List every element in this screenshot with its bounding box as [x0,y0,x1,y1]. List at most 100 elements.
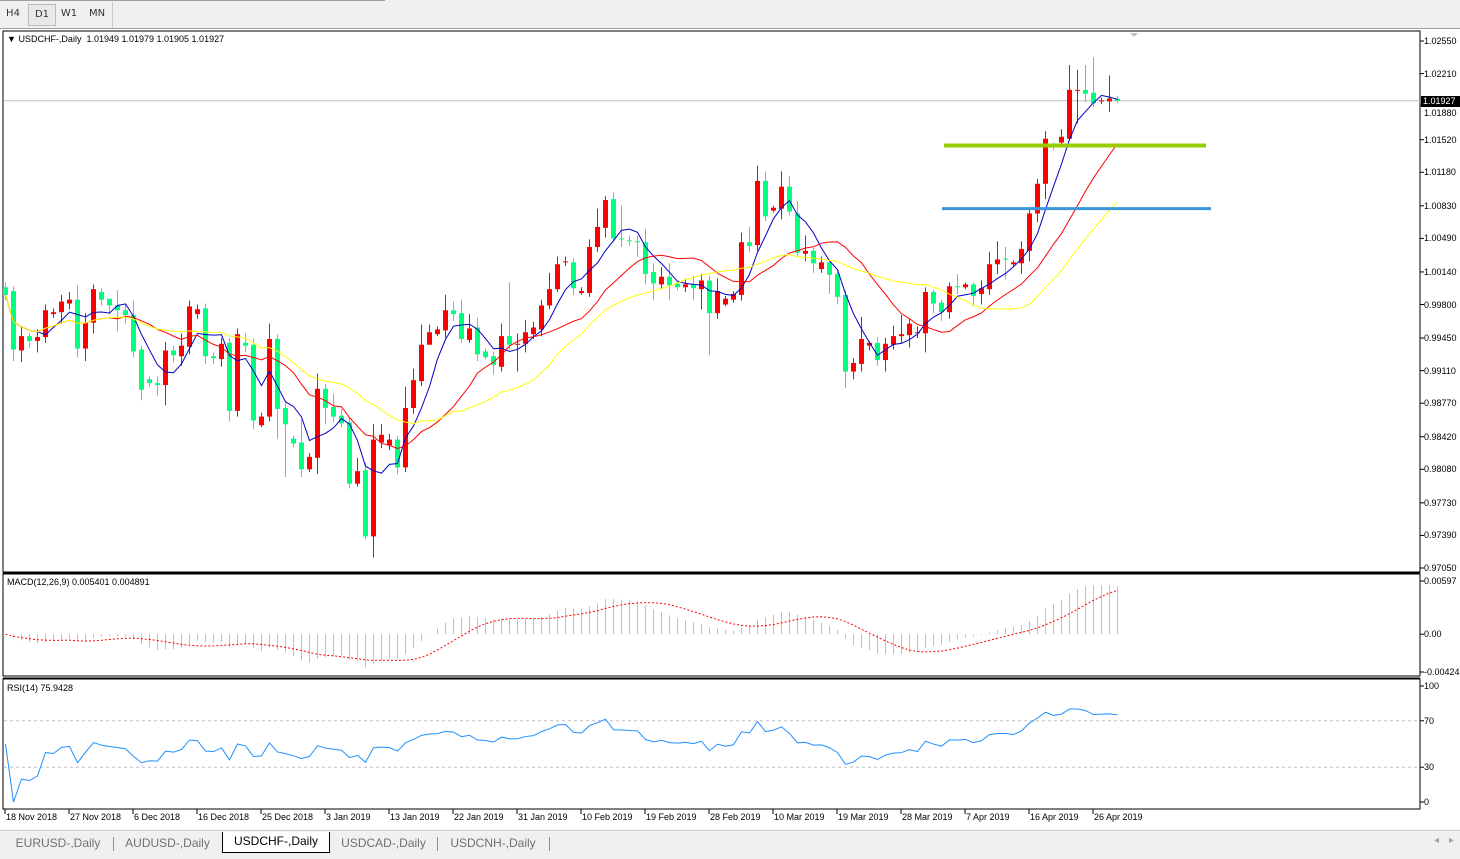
candle-body [883,343,888,361]
tab-usdchf[interactable]: USDCHF-,Daily [222,832,330,853]
candle-body [27,336,32,341]
candle-body [99,292,104,300]
candle-body [755,180,760,246]
price-axis-label: 1.02550 [1424,36,1457,46]
candle-body [19,336,24,351]
toolbar-separator [112,2,113,28]
timeframe-w1-button[interactable]: W1 [60,8,78,19]
candle-body [555,264,560,290]
candle-body [123,310,128,316]
candle-body [187,306,192,347]
candle-body [1067,89,1072,139]
candle-body [635,241,640,243]
candle-body [651,271,656,284]
price-axis-label: 1.01180 [1424,167,1456,178]
tab-usdcnh[interactable]: USDCNH-,Daily [450,836,536,850]
time-axis-label: 16 Apr 2019 [1030,812,1079,822]
candle-body [419,344,424,382]
rsi-line [5,708,1118,803]
candle-body [675,283,680,288]
candle-body [195,309,200,315]
candle-body [939,302,944,313]
candle-body [235,334,240,411]
scroll-right-icon[interactable]: ▸ [1449,835,1455,846]
candle-body [539,305,544,330]
tab-audusd[interactable]: AUDUSD-,Daily [125,836,210,850]
price-axis-label: 0.97730 [1424,497,1457,508]
candle-body [131,315,136,352]
scroll-left-icon[interactable]: ◂ [1434,835,1440,846]
price-axis-label: 0.98770 [1424,398,1457,409]
price-axis-label: 1.01520 [1424,134,1457,145]
ohlc-values: 1.01949 1.01979 1.01905 1.01927 [86,34,225,44]
time-axis-label: 31 Jan 2019 [518,812,568,822]
candle-body [395,439,400,468]
candle-body [291,438,296,444]
candle-body [475,327,480,355]
timeframe-mn-button[interactable]: MN [88,8,106,19]
candle-body [875,342,880,361]
candle-body [11,291,16,350]
candle-body [459,313,464,339]
candle-body [659,276,664,285]
time-axis-label: 22 Jan 2019 [454,812,504,822]
price-axis-label: 1.00490 [1424,233,1457,244]
ma-slow-line [5,201,1118,425]
candle-body [1099,100,1104,102]
candle-body [619,238,624,240]
tab-separator [113,837,114,851]
macd-axis-label: 0.00597 [1424,576,1457,586]
chart-tabs-bar: EURUSD-,Daily AUDUSD-,Daily USDCHF-,Dail… [0,830,1460,859]
candle-body [411,380,416,408]
candle-body [787,186,792,212]
ma-mid-line [5,143,1118,450]
candle-body [147,379,152,384]
candle-body [83,322,88,349]
candle-body [971,284,976,296]
candle-body [387,439,392,446]
candle-body [1035,183,1040,214]
tab-eurusd[interactable]: EURUSD-,Daily [15,836,101,850]
candle-body [803,250,808,254]
collapse-triangle-icon[interactable]: ▼ [7,34,16,44]
time-axis-label: 18 Nov 2018 [6,812,58,822]
time-axis-label: 28 Mar 2019 [902,812,953,822]
chart-shift-marker-icon [1130,33,1138,37]
candle-body [835,273,840,297]
timeframe-h4-button[interactable]: H4 [6,8,20,19]
macd-axis-label: -0.00424 [1424,667,1460,677]
time-axis-label: 3 Jan 2019 [326,812,371,822]
candle-body [747,242,752,247]
candle-body [307,456,312,470]
timeframe-d1-button[interactable]: D1 [28,4,56,26]
candle-body [947,286,952,313]
candle-body [779,186,784,209]
candle-body [1107,98,1112,102]
candle-body [203,308,208,357]
candle-body [467,328,472,340]
candle-body [531,327,536,335]
candle-body [507,336,512,345]
candle-body [483,351,488,358]
candle-body [275,338,280,409]
candle-body [75,299,80,349]
candle-body [139,349,144,390]
tab-usdcad[interactable]: USDCAD-,Daily [341,836,426,850]
chart-window[interactable]: ▼ USDCHF-,Daily 1.01949 1.01979 1.01905 … [0,29,1460,829]
candle-body [35,337,40,341]
candle-body [371,439,376,537]
chart-canvas[interactable] [0,29,1460,829]
candle-body [715,291,720,314]
candle-body [315,388,320,458]
candle-body [1043,138,1048,184]
candle-body [859,338,864,364]
candle-body [427,332,432,345]
candle-body [1075,89,1080,91]
ma-fast-line [5,94,1118,474]
price-axis-label: 1.00140 [1424,266,1457,277]
toolbar-divider [0,0,385,1]
time-axis-label: 7 Apr 2019 [966,812,1010,822]
price-axis-label: 0.99110 [1424,365,1456,376]
candle-body [891,336,896,345]
candle-body [731,293,736,300]
